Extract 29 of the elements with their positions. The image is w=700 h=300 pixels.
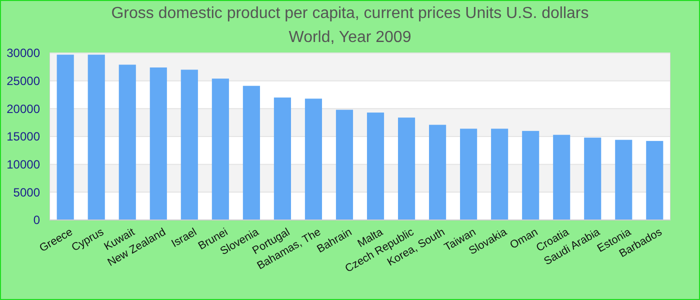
bar — [553, 134, 570, 220]
bar — [429, 124, 446, 220]
bar — [366, 112, 384, 220]
bar — [150, 67, 167, 220]
bar — [242, 86, 260, 220]
y-tick-label: 10000 — [6, 158, 40, 172]
bar — [304, 98, 322, 220]
bar — [118, 64, 136, 220]
bar — [398, 118, 416, 220]
bar — [522, 130, 540, 220]
bar — [615, 140, 632, 220]
bar — [88, 54, 105, 220]
bar — [56, 54, 74, 220]
bar — [180, 70, 198, 220]
y-tick-label: 15000 — [6, 130, 40, 144]
bar — [336, 110, 354, 220]
bar — [274, 98, 291, 220]
bar — [212, 78, 229, 220]
y-tick-label: 25000 — [6, 74, 40, 88]
bar — [646, 140, 664, 220]
bar — [491, 128, 508, 220]
y-tick-label: 20000 — [6, 102, 40, 116]
bar — [584, 138, 602, 220]
y-tick-label: 0 — [33, 213, 40, 228]
bar — [460, 128, 478, 220]
chart-subtitle: World, Year 2009 — [288, 29, 412, 46]
chart-title: Gross domestic product per capita, current prices Units U.S. dollars — [111, 5, 589, 22]
y-tick-label: 30000 — [6, 46, 40, 60]
y-tick-label: 5000 — [13, 185, 40, 200]
